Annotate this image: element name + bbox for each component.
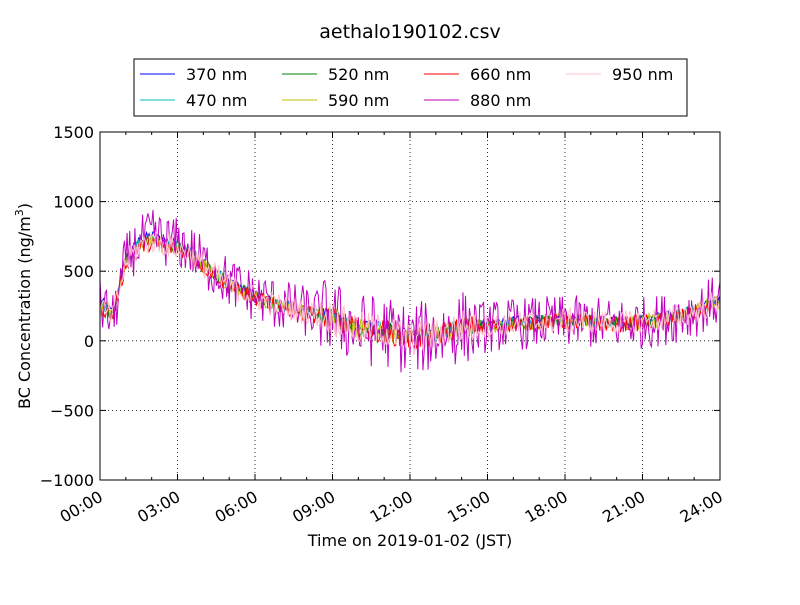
y-tick-label: 1500 (53, 123, 94, 142)
legend-label: 520 nm (328, 65, 389, 84)
legend-label: 950 nm (612, 65, 673, 84)
y-tick-label: −1000 (40, 471, 94, 490)
legend-label: 880 nm (470, 91, 531, 110)
y-tick-label: −500 (50, 401, 94, 420)
legend-box (133, 58, 688, 117)
legend-label: 370 nm (186, 65, 247, 84)
series-layer (100, 209, 720, 373)
y-axis-label-end: ) (15, 203, 34, 209)
legend-label: 470 nm (186, 91, 247, 110)
y-axis-label-main: BC Concentration (ng/m (15, 216, 34, 409)
y-tick-label: 0 (84, 332, 94, 351)
legend-label: 660 nm (470, 65, 531, 84)
series-line-880-nm (100, 209, 720, 373)
series-line-950-nm (100, 231, 720, 356)
y-tick-label: 500 (63, 262, 94, 281)
y-tick-label: 1000 (53, 193, 94, 212)
legend-label: 590 nm (328, 91, 389, 110)
legend: 370 nm 470 nm 520 nm 590 nm 660 nm 880 nm 950 … (133, 58, 688, 117)
chart-title: aethalo190102.csv (319, 21, 501, 43)
x-axis-label: Time on 2019-01-02 (JST) (307, 531, 512, 550)
y-axis-label: BC Concentration (ng/m3) (13, 203, 34, 409)
y-axis-label-sup: 3 (13, 209, 26, 216)
